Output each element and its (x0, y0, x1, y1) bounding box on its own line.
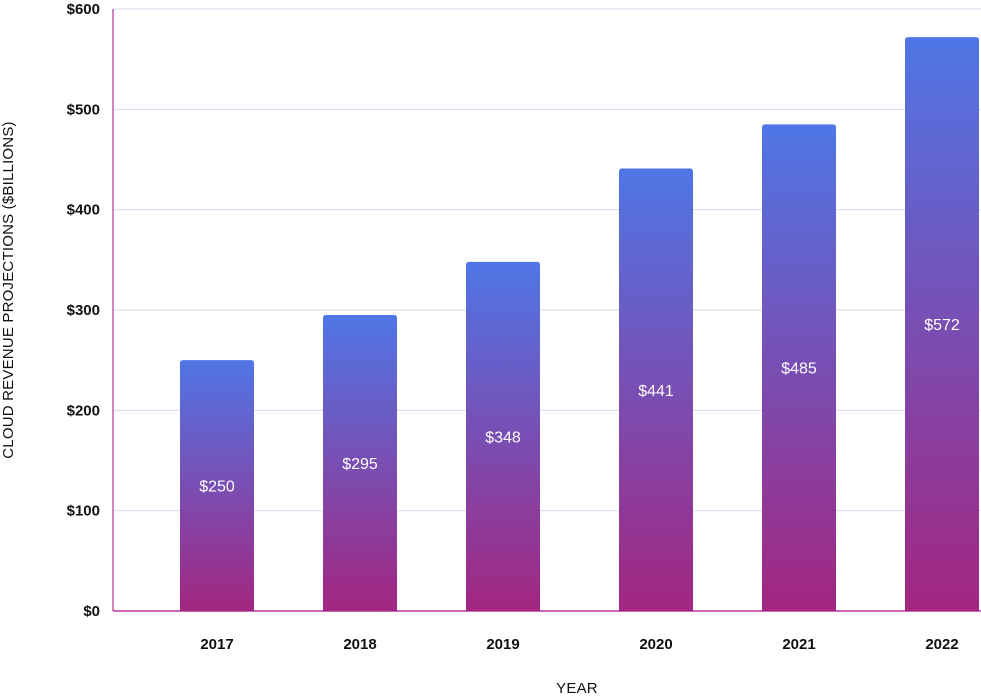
bar-value-label: $295 (342, 456, 378, 473)
bar-2021 (762, 124, 836, 611)
y-tick-label: $0 (83, 603, 100, 620)
bar-value-label: $348 (485, 429, 521, 446)
bar-value-label: $485 (781, 361, 817, 378)
bar-2022 (905, 37, 979, 612)
bar-2017 (180, 360, 254, 611)
bar-2020 (619, 168, 693, 611)
bars-layer (180, 37, 979, 612)
axis-layer (112, 9, 981, 612)
x-tick-label: 2019 (486, 636, 519, 653)
x-tick-label: 2022 (925, 636, 958, 653)
bar-value-label: $441 (638, 383, 674, 400)
bar-value-label: $572 (924, 317, 960, 334)
x-axis-title: YEAR (556, 680, 598, 697)
bar-2018 (323, 315, 397, 611)
x-tick-label: 2017 (200, 636, 233, 653)
y-tick-label: $500 (67, 101, 100, 118)
grid-layer (113, 8, 981, 512)
bar-value-label: $250 (199, 479, 235, 496)
y-tick-label: $400 (67, 202, 100, 219)
y-tick-label: $100 (67, 503, 100, 520)
x-tick-label: 2021 (782, 636, 815, 653)
y-tick-label: $300 (67, 302, 100, 319)
bar-2019 (466, 261, 540, 611)
x-tick-label: 2018 (343, 636, 376, 653)
labels-layer: $0 $100 $200 $300 $400 $500 $600 $250 2017 $295 20… (67, 1, 960, 653)
y-tick-label: $600 (67, 1, 100, 18)
y-axis-title: CLOUD REVENUE PROJECTIONS ($BILLIONS) (0, 121, 17, 458)
x-tick-label: 2020 (639, 636, 672, 653)
y-tick-label: $200 (67, 402, 100, 419)
